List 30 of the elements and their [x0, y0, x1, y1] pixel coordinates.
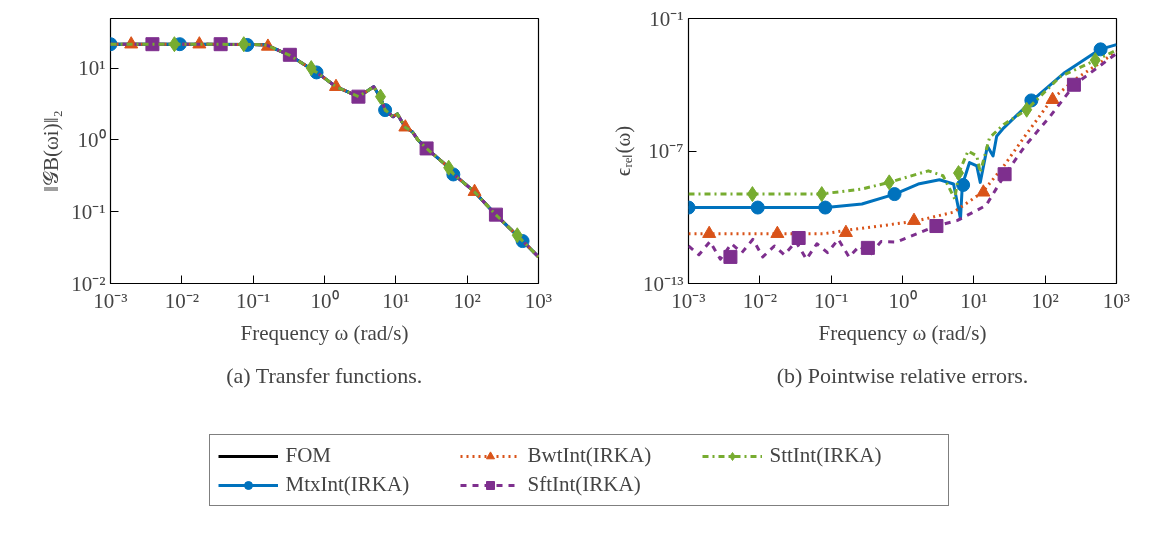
- x-tick-label: 10⁻¹: [814, 288, 849, 313]
- x-tick-label: 10⁻¹: [236, 288, 271, 313]
- x-tick-label: 10⁰: [888, 288, 917, 313]
- y-axis-title: ϵᵣₑₗ(ω): [610, 125, 635, 177]
- x-axis-title: Frequency ω (rad/s): [818, 320, 987, 345]
- x-tick-label: 10¹: [960, 288, 988, 313]
- x-axis-title: Frequency ω (rad/s): [240, 320, 409, 345]
- legend-label: MtxInt(IRKA): [285, 472, 411, 497]
- x-tick-label: 10³: [1102, 288, 1131, 313]
- x-tick-label: 10²: [453, 288, 481, 313]
- text: (a) Transfer functions.: [226, 362, 423, 388]
- x-tick-label: 10³: [524, 288, 553, 313]
- y-axis-title: ‖𝒢B(ωi)‖₂: [39, 110, 64, 192]
- x-tick-label: 10²: [1031, 288, 1059, 313]
- legend-label: SttInt(IRKA): [769, 443, 883, 468]
- text: (b) Pointwise relative errors.: [776, 362, 1029, 388]
- x-tick-label: 10⁰: [310, 288, 339, 313]
- x-tick-label: 10⁻²: [742, 288, 777, 313]
- y-tick-label: 10⁰: [77, 127, 106, 152]
- x-tick-label: 10⁻²: [164, 288, 199, 313]
- legend-label: SftInt(IRKA): [527, 472, 642, 497]
- x-tick-label: 10⁻³: [671, 288, 706, 313]
- y-tick-label: 10⁻¹: [649, 6, 684, 31]
- x-tick-label: 10¹: [382, 288, 410, 313]
- y-tick-label: 10⁻¹: [71, 199, 106, 224]
- legend-label: BwtInt(IRKA): [527, 443, 653, 468]
- y-tick-label: 10⁻⁷: [648, 139, 684, 163]
- y-tick-label: 10¹: [78, 56, 106, 81]
- legend-label: FOM: [285, 443, 333, 468]
- x-tick-label: 10⁻³: [93, 288, 128, 313]
